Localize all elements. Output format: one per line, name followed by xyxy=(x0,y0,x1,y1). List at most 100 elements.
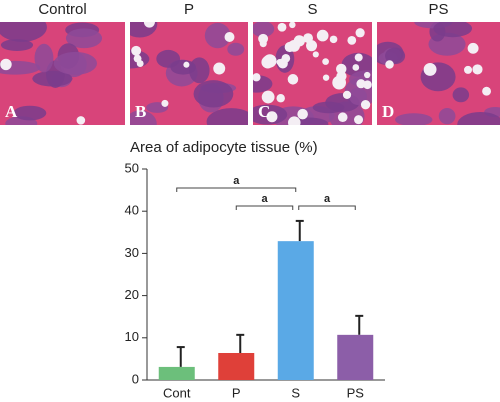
adipocyte xyxy=(281,54,291,63)
image-content xyxy=(377,22,500,125)
adipocyte xyxy=(303,33,313,44)
adipocyte xyxy=(342,90,352,100)
adipocyte xyxy=(354,53,363,62)
marrow xyxy=(253,22,275,38)
histology-image xyxy=(0,22,125,125)
adipocyte xyxy=(253,73,261,82)
adipocyte xyxy=(354,115,364,125)
marrow xyxy=(395,113,433,125)
adipocyte xyxy=(423,62,437,76)
adipocyte xyxy=(183,61,190,68)
adipocyte xyxy=(337,112,348,123)
y-tick-label: 40 xyxy=(125,203,139,218)
adipocyte xyxy=(136,60,144,67)
significance-bracket xyxy=(298,205,356,210)
adipocyte xyxy=(336,71,347,82)
panel-letter: B xyxy=(135,102,146,121)
marrow xyxy=(349,87,367,106)
x-tick-label: S xyxy=(291,385,300,400)
marrow xyxy=(32,70,73,87)
marrow xyxy=(438,108,456,125)
adipocyte xyxy=(131,45,142,56)
marrow xyxy=(204,22,231,49)
adipocyte xyxy=(360,100,371,110)
bar xyxy=(337,334,374,380)
adipocyte xyxy=(261,90,275,104)
adipocyte xyxy=(355,28,365,38)
marrow xyxy=(227,42,245,56)
marrow xyxy=(206,108,248,125)
significance-bracket xyxy=(235,205,294,210)
image-content xyxy=(253,22,372,125)
adipocyte xyxy=(297,108,308,120)
panel-title: S xyxy=(307,1,317,18)
adipocyte xyxy=(289,22,296,29)
adipocyte xyxy=(364,71,371,79)
adipocyte xyxy=(385,60,394,69)
chart-title: Area of adipocyte tissue (%) xyxy=(130,139,318,156)
adipocyte xyxy=(347,35,357,45)
adipocyte xyxy=(288,116,301,125)
marrow xyxy=(53,51,98,75)
marrow xyxy=(193,80,234,108)
marrow xyxy=(452,87,470,103)
bar xyxy=(277,241,314,380)
adipocyte xyxy=(322,58,329,65)
bar xyxy=(158,366,195,380)
marrow xyxy=(0,39,34,51)
adipocyte xyxy=(143,22,155,28)
bar xyxy=(218,352,255,380)
y-tick-label: 50 xyxy=(125,160,139,175)
image-content xyxy=(130,22,248,125)
marrow xyxy=(34,43,54,73)
panel-title: Control xyxy=(38,1,86,18)
significance-label: a xyxy=(324,193,331,205)
panel-title: P xyxy=(184,1,194,18)
marrow xyxy=(385,47,406,65)
adipocyte xyxy=(263,54,277,68)
adipocyte xyxy=(336,63,347,75)
marrow xyxy=(156,49,181,68)
marrow xyxy=(13,105,47,121)
histology-image xyxy=(253,22,372,125)
adipocyte xyxy=(472,64,483,75)
histology-image xyxy=(377,22,500,125)
y-tick-label: 30 xyxy=(125,245,139,260)
x-tick-label: PS xyxy=(347,385,365,400)
adipocyte xyxy=(224,32,235,42)
adipocyte xyxy=(276,59,283,66)
adipocyte xyxy=(467,42,479,54)
panel-letter: C xyxy=(258,102,270,121)
adipocyte xyxy=(277,22,287,32)
marrow xyxy=(189,57,210,84)
adipocyte xyxy=(213,62,226,75)
adipocyte xyxy=(482,86,491,96)
y-tick-label: 20 xyxy=(125,287,139,302)
x-tick-label: P xyxy=(232,385,241,400)
adipocyte xyxy=(316,29,329,42)
adipocyte xyxy=(0,58,12,71)
significance-label: a xyxy=(233,175,240,187)
image-content xyxy=(0,22,125,125)
adipocyte xyxy=(284,41,295,53)
adipocyte xyxy=(276,93,285,103)
marrow xyxy=(65,28,103,49)
histology-image xyxy=(130,22,248,125)
x-tick-label: Cont xyxy=(163,385,191,400)
adipocyte xyxy=(259,40,267,48)
y-tick-label: 10 xyxy=(125,329,139,344)
panel-letter: D xyxy=(382,102,394,121)
adipocyte xyxy=(266,111,278,123)
adipocyte xyxy=(161,99,169,107)
marrow xyxy=(457,111,500,125)
adipocyte xyxy=(76,116,86,125)
adipocyte xyxy=(287,74,299,85)
adipocyte xyxy=(329,35,338,44)
panel-title: PS xyxy=(428,1,448,18)
panel-letter: A xyxy=(5,102,18,121)
adipocyte xyxy=(352,64,360,71)
adipocyte xyxy=(312,51,319,58)
significance-bracket xyxy=(176,187,297,192)
adipocyte xyxy=(322,74,330,81)
